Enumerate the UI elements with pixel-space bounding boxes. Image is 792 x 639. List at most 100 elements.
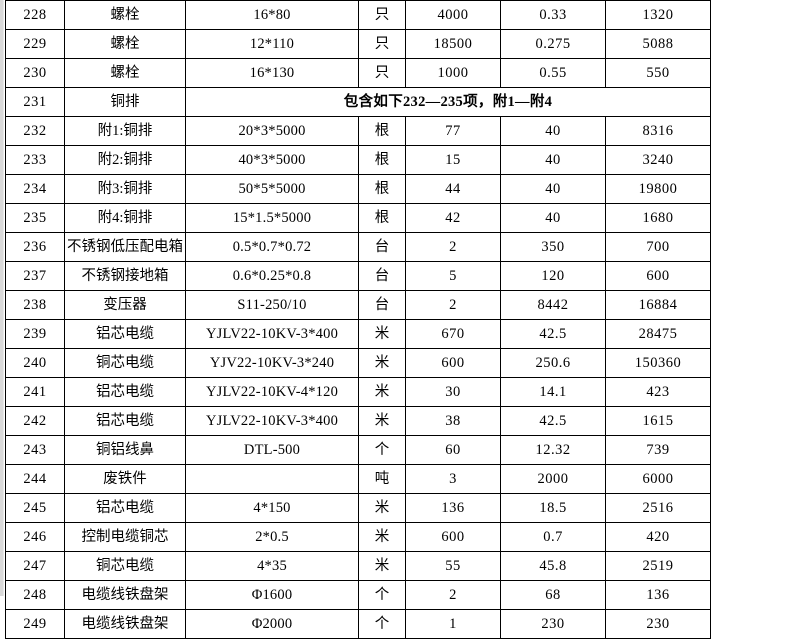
cell-quantity[interactable]: 2 [405, 290, 501, 320]
cell-quantity[interactable]: 2 [405, 232, 501, 262]
cell-amount[interactable]: 700 [605, 232, 711, 262]
cell-spec[interactable] [185, 464, 359, 494]
cell-amount[interactable]: 19800 [605, 174, 711, 204]
cell-quantity[interactable]: 30 [405, 377, 501, 407]
cell-index[interactable]: 237 [5, 261, 65, 291]
cell-quantity[interactable]: 600 [405, 348, 501, 378]
cell-price[interactable]: 42.5 [500, 406, 606, 436]
cell-index[interactable]: 235 [5, 203, 65, 233]
cell-price[interactable]: 2000 [500, 464, 606, 494]
cell-index[interactable]: 246 [5, 522, 65, 552]
cell-spec[interactable]: 2*0.5 [185, 522, 359, 552]
cell-index[interactable]: 230 [5, 58, 65, 88]
cell-index[interactable]: 243 [5, 435, 65, 465]
cell-index[interactable]: 249 [5, 609, 65, 639]
cell-quantity[interactable]: 1000 [405, 58, 501, 88]
cell-price[interactable]: 230 [500, 609, 606, 639]
cell-price[interactable]: 18.5 [500, 493, 606, 523]
cell-price[interactable]: 0.7 [500, 522, 606, 552]
cell-price[interactable]: 0.275 [500, 29, 606, 59]
cell-unit[interactable]: 吨 [358, 464, 406, 494]
cell-name[interactable]: 铜芯电缆 [64, 551, 186, 581]
cell-name[interactable]: 附1:铜排 [64, 116, 186, 146]
cell-amount[interactable]: 1680 [605, 203, 711, 233]
cell-index[interactable]: 239 [5, 319, 65, 349]
cell-unit[interactable]: 个 [358, 435, 406, 465]
cell-amount[interactable]: 28475 [605, 319, 711, 349]
cell-price[interactable]: 14.1 [500, 377, 606, 407]
cell-name[interactable]: 铝芯电缆 [64, 319, 186, 349]
cell-spec[interactable]: Φ1600 [185, 580, 359, 610]
cell-amount[interactable]: 739 [605, 435, 711, 465]
cell-unit[interactable]: 只 [358, 58, 406, 88]
cell-price[interactable]: 68 [500, 580, 606, 610]
cell-amount[interactable]: 150360 [605, 348, 711, 378]
cell-quantity[interactable]: 600 [405, 522, 501, 552]
cell-quantity[interactable]: 136 [405, 493, 501, 523]
cell-quantity[interactable]: 2 [405, 580, 501, 610]
cell-price[interactable]: 0.55 [500, 58, 606, 88]
cell-spec[interactable]: 20*3*5000 [185, 116, 359, 146]
cell-unit[interactable]: 根 [358, 145, 406, 175]
cell-name[interactable]: 铝芯电缆 [64, 377, 186, 407]
cell-spec[interactable]: 16*130 [185, 58, 359, 88]
cell-quantity[interactable]: 42 [405, 203, 501, 233]
cell-amount[interactable]: 230 [605, 609, 711, 639]
cell-name[interactable]: 铜芯电缆 [64, 348, 186, 378]
cell-price[interactable]: 40 [500, 174, 606, 204]
cell-index[interactable]: 231 [5, 87, 65, 117]
cell-price[interactable]: 40 [500, 145, 606, 175]
cell-index[interactable]: 242 [5, 406, 65, 436]
cell-quantity[interactable]: 670 [405, 319, 501, 349]
cell-quantity[interactable]: 4000 [405, 0, 501, 30]
cell-price[interactable]: 12.32 [500, 435, 606, 465]
cell-index[interactable]: 238 [5, 290, 65, 320]
cell-quantity[interactable]: 18500 [405, 29, 501, 59]
cell-amount[interactable]: 2519 [605, 551, 711, 581]
cell-unit[interactable]: 个 [358, 609, 406, 639]
cell-index[interactable]: 245 [5, 493, 65, 523]
cell-index[interactable]: 247 [5, 551, 65, 581]
cell-merged-note[interactable]: 包含如下232—235项，附1—附4 [185, 87, 711, 117]
cell-spec[interactable]: 0.6*0.25*0.8 [185, 261, 359, 291]
cell-spec[interactable]: 0.5*0.7*0.72 [185, 232, 359, 262]
cell-name[interactable]: 电缆线铁盘架 [64, 580, 186, 610]
cell-price[interactable]: 350 [500, 232, 606, 262]
cell-price[interactable]: 45.8 [500, 551, 606, 581]
cell-price[interactable]: 120 [500, 261, 606, 291]
cell-price[interactable]: 0.33 [500, 0, 606, 30]
cell-unit[interactable]: 个 [358, 580, 406, 610]
cell-index[interactable]: 234 [5, 174, 65, 204]
cell-name[interactable]: 变压器 [64, 290, 186, 320]
cell-amount[interactable]: 600 [605, 261, 711, 291]
cell-index[interactable]: 244 [5, 464, 65, 494]
cell-name[interactable]: 铜排 [64, 87, 186, 117]
cell-spec[interactable]: DTL-500 [185, 435, 359, 465]
cell-name[interactable]: 附3:铜排 [64, 174, 186, 204]
cell-price[interactable]: 8442 [500, 290, 606, 320]
cell-name[interactable]: 铝芯电缆 [64, 493, 186, 523]
cell-index[interactable]: 229 [5, 29, 65, 59]
cell-amount[interactable]: 1320 [605, 0, 711, 30]
cell-spec[interactable]: Φ2000 [185, 609, 359, 639]
cell-name[interactable]: 废铁件 [64, 464, 186, 494]
cell-quantity[interactable]: 60 [405, 435, 501, 465]
cell-price[interactable]: 250.6 [500, 348, 606, 378]
cell-amount[interactable]: 8316 [605, 116, 711, 146]
cell-price[interactable]: 40 [500, 116, 606, 146]
cell-spec[interactable]: 16*80 [185, 0, 359, 30]
cell-index[interactable]: 233 [5, 145, 65, 175]
cell-spec[interactable]: 12*110 [185, 29, 359, 59]
cell-index[interactable]: 240 [5, 348, 65, 378]
cell-spec[interactable]: 50*5*5000 [185, 174, 359, 204]
cell-name[interactable]: 不锈钢接地箱 [64, 261, 186, 291]
cell-amount[interactable]: 3240 [605, 145, 711, 175]
cell-index[interactable]: 241 [5, 377, 65, 407]
cell-index[interactable]: 248 [5, 580, 65, 610]
cell-amount[interactable]: 1615 [605, 406, 711, 436]
cell-unit[interactable]: 米 [358, 406, 406, 436]
cell-name[interactable]: 螺栓 [64, 0, 186, 30]
cell-amount[interactable]: 423 [605, 377, 711, 407]
cell-amount[interactable]: 5088 [605, 29, 711, 59]
cell-unit[interactable]: 台 [358, 261, 406, 291]
